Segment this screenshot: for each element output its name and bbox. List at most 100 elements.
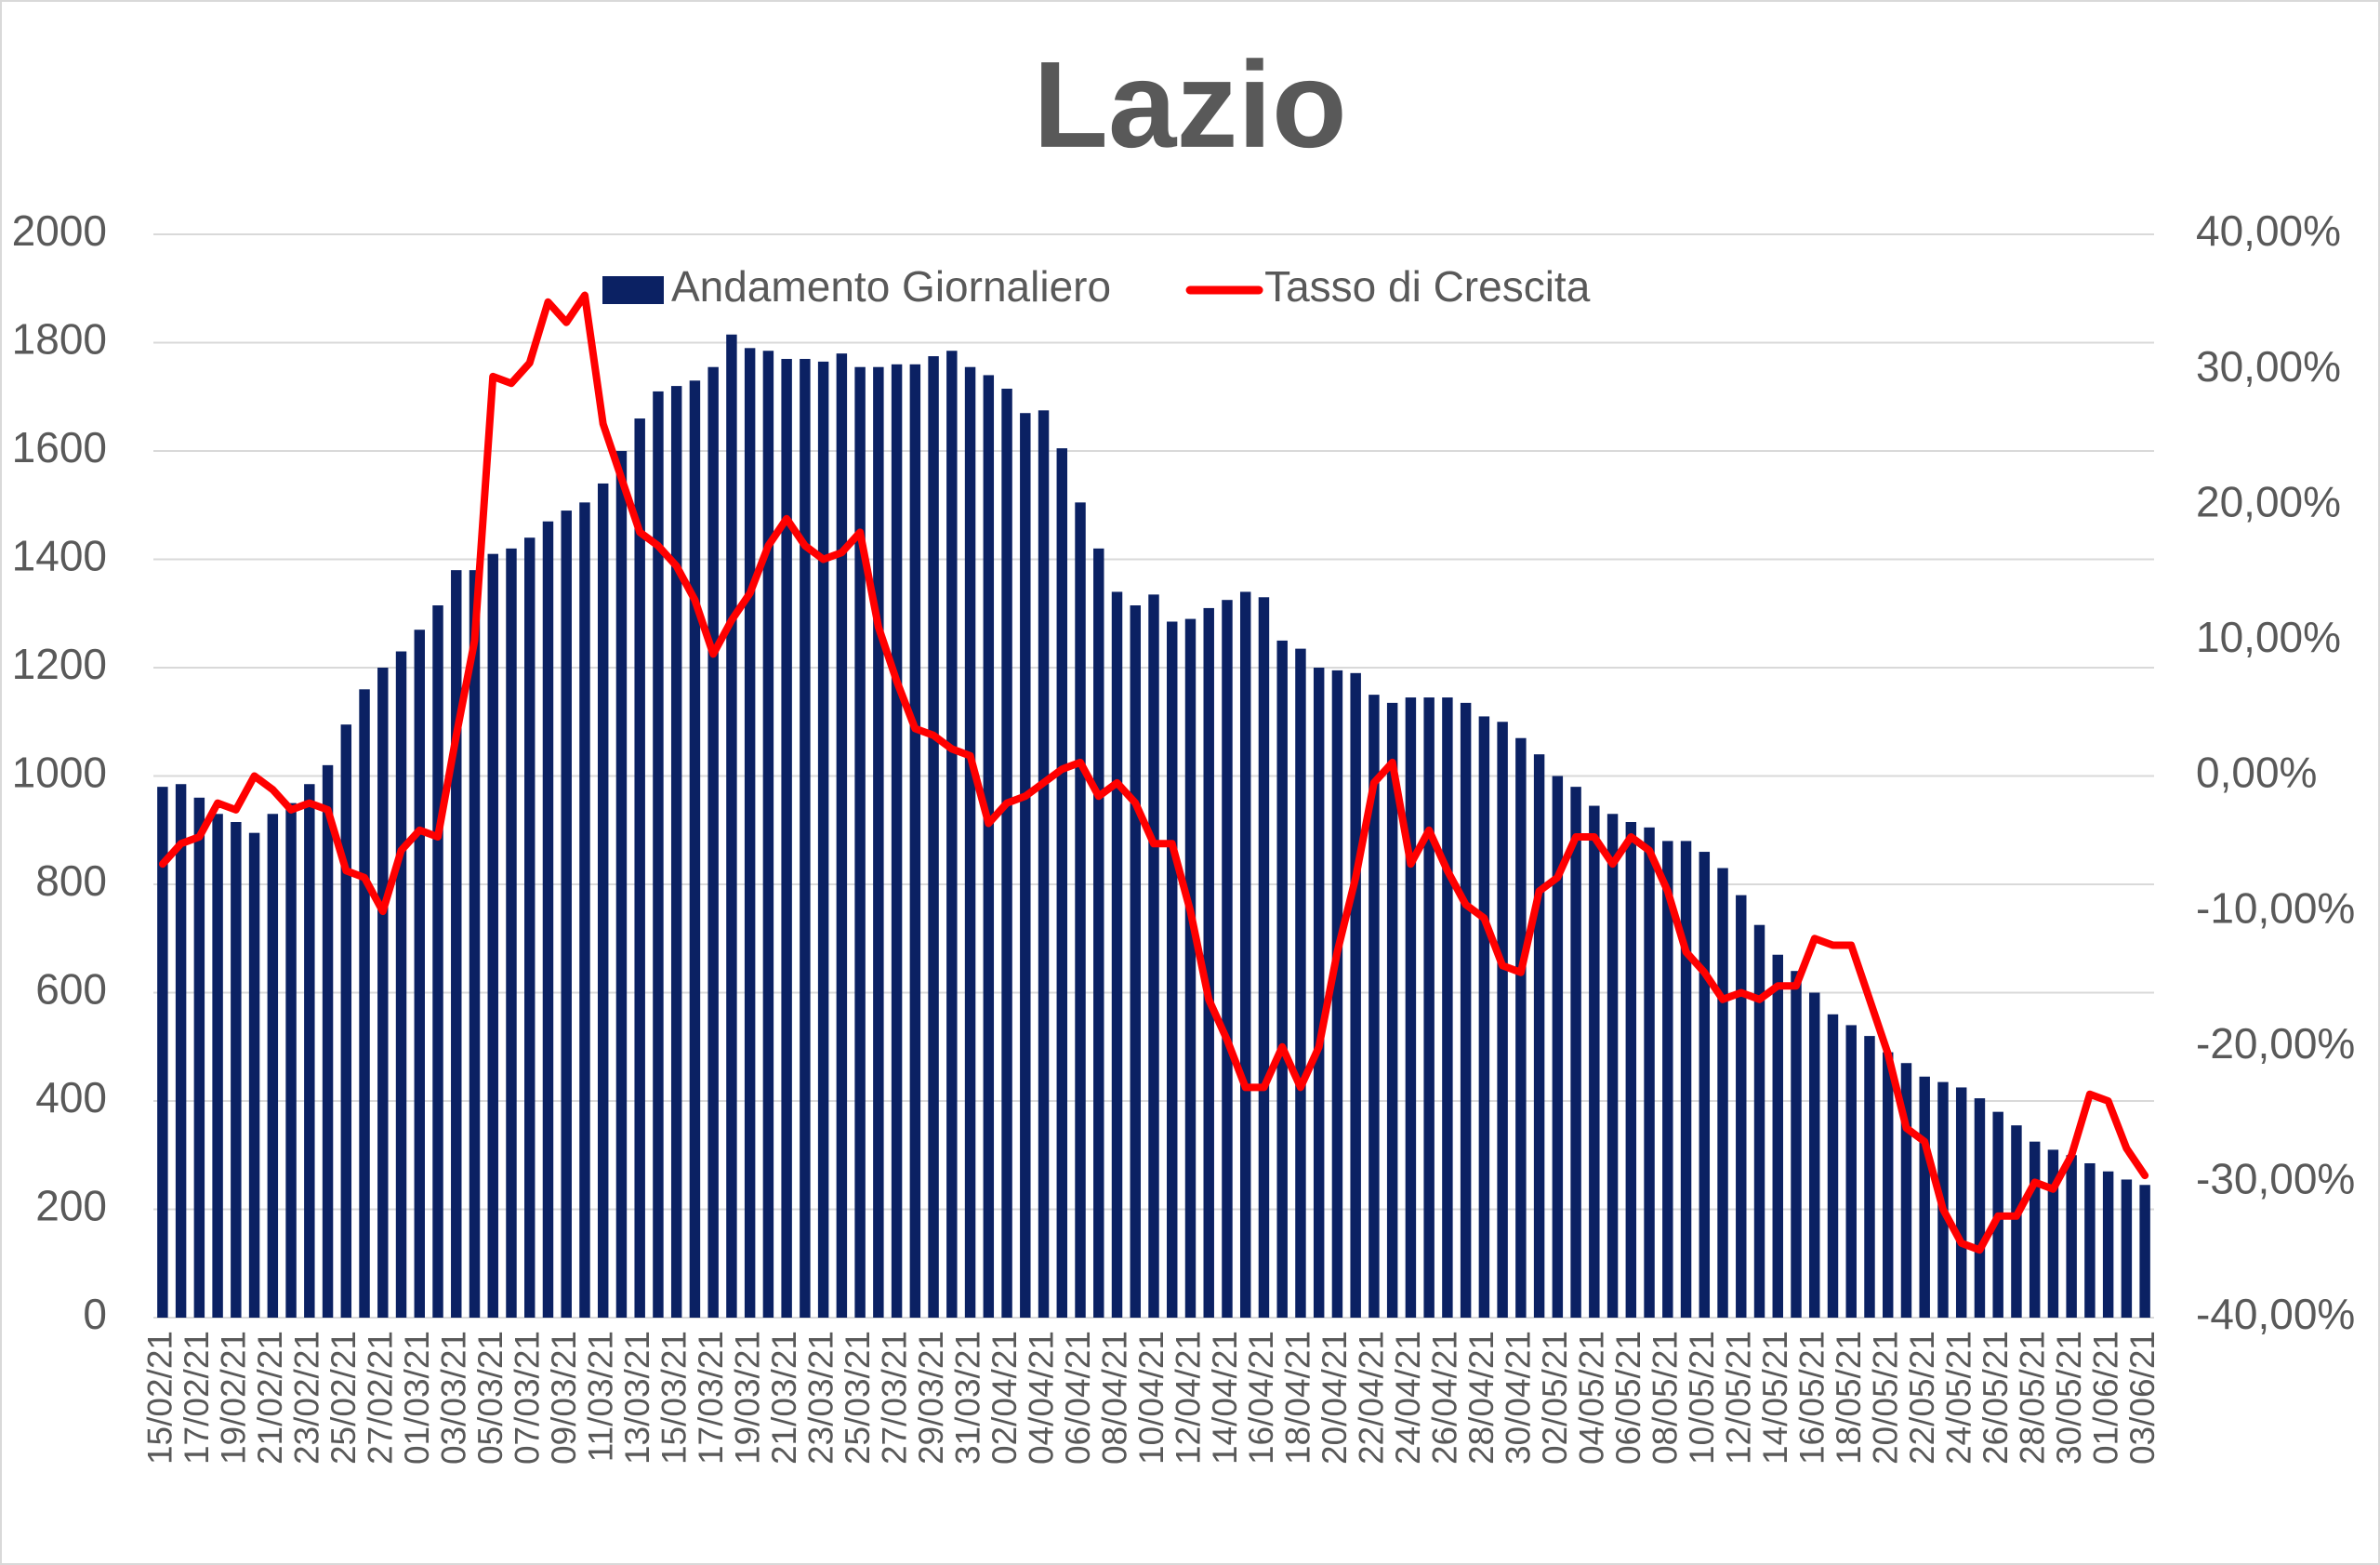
bar	[1331, 670, 1343, 1318]
bar	[193, 797, 205, 1318]
x-tick-label: 27/02/21	[362, 1331, 400, 1465]
y-tick-label: 200	[35, 1182, 107, 1230]
bar	[781, 358, 792, 1319]
bar	[1020, 413, 1031, 1319]
x-tick-label: 31/03/21	[948, 1331, 986, 1465]
x-tick-label: 20/04/21	[1316, 1331, 1354, 1465]
bar	[1167, 621, 1178, 1318]
bar	[1258, 597, 1270, 1318]
bar	[1809, 992, 1820, 1318]
bar	[340, 724, 352, 1318]
bar	[1442, 697, 1453, 1318]
x-tick-label: 22/05/21	[1903, 1331, 1941, 1465]
bar	[1717, 868, 1728, 1318]
x-tick-label: 25/02/21	[324, 1331, 363, 1465]
bar	[1772, 954, 1783, 1318]
x-tick-label: 30/05/21	[2050, 1331, 2088, 1465]
bar	[322, 764, 334, 1318]
bar	[1130, 605, 1141, 1318]
bar	[1845, 1025, 1857, 1318]
bar	[432, 605, 443, 1318]
chart-title: Lazio	[1033, 36, 1346, 173]
bar	[267, 814, 279, 1318]
x-tick-label: 29/03/21	[912, 1331, 950, 1465]
bar	[414, 630, 426, 1318]
x-tick-label: 19/03/21	[728, 1331, 766, 1465]
bar	[2102, 1171, 2114, 1318]
y2-tick-label: 10,00%	[2196, 613, 2341, 661]
bar	[1606, 814, 1619, 1318]
x-tick-label: 26/05/21	[1977, 1331, 2015, 1465]
x-tick-label: 16/05/21	[1793, 1331, 1831, 1465]
bar	[579, 502, 590, 1318]
y2-tick-label: 20,00%	[2196, 477, 2341, 525]
x-tick-label: 05/03/21	[471, 1331, 509, 1465]
bar	[1570, 787, 1581, 1318]
bar	[2139, 1185, 2150, 1318]
y-tick-label: 800	[35, 856, 107, 905]
y2-tick-label: -10,00%	[2196, 883, 2355, 932]
x-tick-label: 14/04/21	[1206, 1331, 1244, 1465]
x-tick-label: 23/02/21	[288, 1331, 326, 1465]
bar	[615, 451, 628, 1318]
bar	[1680, 841, 1692, 1318]
bar	[359, 689, 370, 1318]
bar	[1111, 591, 1123, 1318]
x-tick-label: 10/05/21	[1683, 1331, 1721, 1465]
x-tick-label: 12/05/21	[1720, 1331, 1758, 1465]
bar	[597, 483, 609, 1318]
y2-tick-label: -20,00%	[2196, 1019, 2355, 1068]
bar	[891, 364, 903, 1318]
x-tick-label: 17/03/21	[692, 1331, 730, 1465]
bar	[1038, 410, 1050, 1318]
bar	[1386, 702, 1398, 1318]
x-tick-label: 01/03/21	[398, 1331, 436, 1465]
bar	[1827, 1014, 1839, 1318]
bar	[1405, 697, 1417, 1318]
x-tick-label: 13/03/21	[618, 1331, 656, 1465]
legend-swatch	[602, 276, 664, 304]
x-tick-label: 21/02/21	[251, 1331, 289, 1465]
x-tick-label: 22/04/21	[1353, 1331, 1391, 1465]
bar	[800, 358, 811, 1319]
bar	[1276, 640, 1288, 1318]
x-tick-label: 14/05/21	[1756, 1331, 1794, 1465]
bar	[469, 570, 481, 1318]
bar	[1736, 895, 1747, 1318]
x-tick-label: 17/02/21	[178, 1331, 216, 1465]
x-tick-label: 19/02/21	[215, 1331, 253, 1465]
bar	[836, 353, 848, 1318]
bar	[451, 570, 462, 1318]
x-tick-label: 23/03/21	[801, 1331, 840, 1465]
line	[158, 291, 2149, 1254]
bar	[1644, 827, 1655, 1318]
x-tick-label: 24/04/21	[1389, 1331, 1427, 1465]
bar	[1203, 607, 1214, 1318]
x-tick-label: 25/03/21	[839, 1331, 877, 1465]
x-tick-label: 21/03/21	[765, 1331, 803, 1465]
bar	[2121, 1179, 2133, 1318]
x-tick-label: 24/05/21	[1939, 1331, 1977, 1465]
y-tick-label: 2000	[12, 206, 107, 255]
bar	[744, 348, 756, 1319]
bar	[854, 366, 866, 1318]
bar	[1919, 1076, 1930, 1318]
bar	[1699, 852, 1711, 1318]
bar	[2084, 1162, 2096, 1318]
x-tick-label: 06/05/21	[1609, 1331, 1647, 1465]
bar	[1589, 805, 1600, 1318]
bar	[653, 391, 664, 1318]
bar	[1900, 1063, 1912, 1318]
bar	[1974, 1098, 1986, 1318]
bar	[707, 366, 719, 1318]
bar	[1056, 448, 1068, 1318]
x-tick-label: 27/03/21	[875, 1331, 913, 1465]
legend-label: Andamento Giornaliero	[671, 262, 1111, 311]
x-tick-label: 30/04/21	[1500, 1331, 1538, 1465]
bar	[157, 787, 168, 1318]
x-tick-label: 06/04/21	[1059, 1331, 1097, 1465]
x-tick-label: 10/04/21	[1132, 1331, 1170, 1465]
y2-tick-label: -40,00%	[2196, 1290, 2355, 1338]
